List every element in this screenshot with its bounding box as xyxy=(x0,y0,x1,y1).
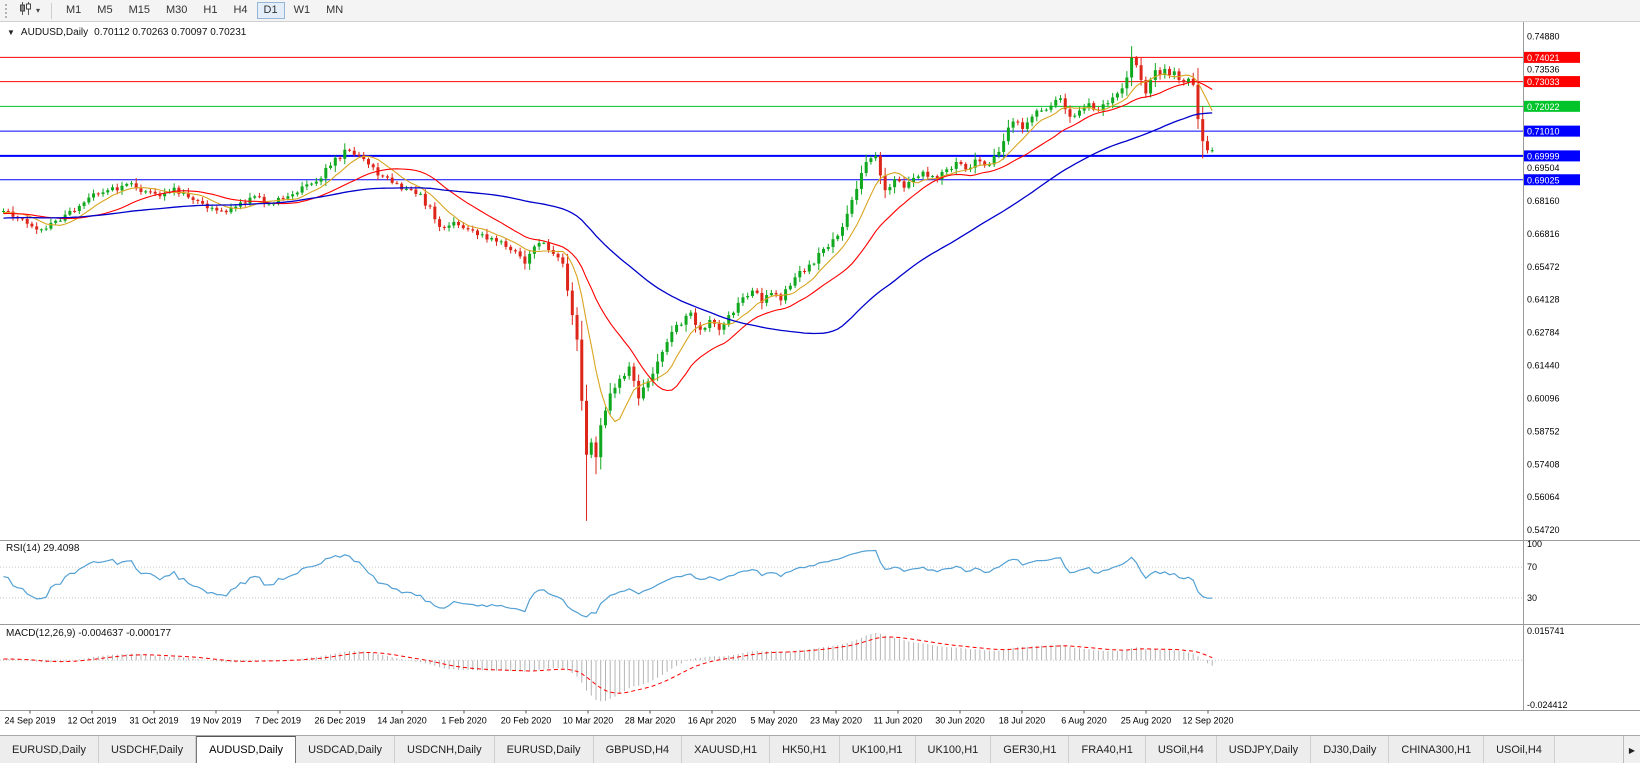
tab-audusd-daily[interactable]: AUDUSD,Daily xyxy=(196,736,297,763)
svg-text:0.73033: 0.73033 xyxy=(1527,77,1560,87)
tab-dj30-daily[interactable]: DJ30,Daily xyxy=(1311,736,1390,763)
tab-china300-h1[interactable]: CHINA300,H1 xyxy=(1389,736,1485,763)
tab-ger30-h1[interactable]: GER30,H1 xyxy=(991,736,1070,763)
svg-text:26 Dec 2019: 26 Dec 2019 xyxy=(314,716,365,726)
chart-canvas[interactable]: 0.74880 0.73536 0.69504 0.68160 0.66816 0.654… xyxy=(0,22,1640,735)
svg-text:7 Dec 2019: 7 Dec 2019 xyxy=(255,716,301,726)
tab-eurusd-daily-2[interactable]: EURUSD,Daily xyxy=(494,736,594,763)
svg-text:30: 30 xyxy=(1527,593,1537,603)
tab-usoil-h4[interactable]: USOil,H4 xyxy=(1145,736,1217,763)
svg-text:0.64128: 0.64128 xyxy=(1527,295,1560,305)
svg-text:0.68160: 0.68160 xyxy=(1527,196,1560,206)
tab-usoil-h4-2[interactable]: USOil,H4 xyxy=(1484,736,1555,763)
svg-text:0.65472: 0.65472 xyxy=(1527,262,1560,272)
svg-text:100: 100 xyxy=(1527,539,1542,549)
svg-text:0.69999: 0.69999 xyxy=(1527,151,1560,161)
svg-text:0.61440: 0.61440 xyxy=(1527,361,1560,371)
tab-hk50-h1[interactable]: HK50,H1 xyxy=(770,736,840,763)
toolbar-grip-handle[interactable] xyxy=(5,3,11,18)
timeframe-h4-button[interactable]: H4 xyxy=(226,2,254,19)
rsi-indicator-label: RSI(14) 29.4098 xyxy=(6,543,80,554)
svg-text:0.73536: 0.73536 xyxy=(1527,64,1560,74)
toolbar-separator xyxy=(51,2,53,19)
tab-usdcad-daily[interactable]: USDCAD,Daily xyxy=(296,736,396,763)
timeframe-h1-button[interactable]: H1 xyxy=(196,2,224,19)
tab-uk100-h1[interactable]: UK100,H1 xyxy=(839,736,916,763)
symbol-period-label: AUDUSD,Daily xyxy=(20,27,89,38)
timeframe-mn-button[interactable]: MN xyxy=(319,2,350,19)
svg-text:-0.024412: -0.024412 xyxy=(1527,700,1568,710)
svg-text:0.56064: 0.56064 xyxy=(1527,492,1560,502)
svg-text:14 Jan 2020: 14 Jan 2020 xyxy=(377,716,427,726)
tab-xauusd-h1[interactable]: XAUUSD,H1 xyxy=(682,736,771,763)
svg-text:20 Feb 2020: 20 Feb 2020 xyxy=(501,716,552,726)
chart-area: 0.74880 0.73536 0.69504 0.68160 0.66816 0.654… xyxy=(0,22,1640,735)
tab-uk100-h1-2[interactable]: UK100,H1 xyxy=(915,736,992,763)
svg-text:19 Nov 2019: 19 Nov 2019 xyxy=(190,716,241,726)
svg-text:0.74021: 0.74021 xyxy=(1527,53,1560,63)
chart-symbol-header: ▼ AUDUSD,Daily 0.70112 0.70263 0.70097 0… xyxy=(7,27,246,38)
timeframe-m1-button[interactable]: M1 xyxy=(59,2,88,19)
svg-text:70: 70 xyxy=(1527,562,1537,572)
svg-text:0.57408: 0.57408 xyxy=(1527,459,1560,469)
timeframe-m30-button[interactable]: M30 xyxy=(159,2,194,19)
tab-usdjpy-daily[interactable]: USDJPY,Daily xyxy=(1216,736,1312,763)
svg-text:18 Jul 2020: 18 Jul 2020 xyxy=(999,716,1046,726)
svg-text:0.72022: 0.72022 xyxy=(1527,102,1560,112)
symbol-dropdown-icon[interactable]: ▼ xyxy=(7,28,15,37)
svg-text:0.58752: 0.58752 xyxy=(1527,426,1560,436)
svg-text:12 Oct 2019: 12 Oct 2019 xyxy=(67,716,116,726)
svg-text:5 May 2020: 5 May 2020 xyxy=(750,716,797,726)
svg-text:28 Mar 2020: 28 Mar 2020 xyxy=(625,716,676,726)
macd-indicator-label: MACD(12,26,9) -0.004637 -0.000177 xyxy=(6,628,172,639)
timeframe-d1-button[interactable]: D1 xyxy=(256,2,285,19)
svg-text:1 Feb 2020: 1 Feb 2020 xyxy=(441,716,487,726)
svg-text:30 Jun 2020: 30 Jun 2020 xyxy=(935,716,985,726)
svg-text:0.69504: 0.69504 xyxy=(1527,163,1560,173)
timeframe-m15-button[interactable]: M15 xyxy=(122,2,157,19)
svg-text:11 Jun 2020: 11 Jun 2020 xyxy=(874,716,923,726)
svg-text:10 Mar 2020: 10 Mar 2020 xyxy=(563,716,614,726)
svg-text:0.60096: 0.60096 xyxy=(1527,393,1560,403)
tab-scroll-right-icon[interactable]: ▶ xyxy=(1623,736,1640,763)
tab-fra40-h1[interactable]: FRA40,H1 xyxy=(1069,736,1146,763)
top-toolbar: ▾ M1 M5 M15 M30 H1 H4 D1 W1 MN xyxy=(0,0,1640,22)
tab-usdchf-daily[interactable]: USDCHF,Daily xyxy=(98,736,197,763)
svg-text:0.62784: 0.62784 xyxy=(1527,328,1560,338)
tab-gbpusd-h4[interactable]: GBPUSD,H4 xyxy=(593,736,683,763)
svg-text:0.69025: 0.69025 xyxy=(1527,175,1560,185)
chart-tab-bar: EURUSD,Daily USDCHF,Daily AUDUSD,Daily U… xyxy=(0,735,1640,763)
tab-eurusd-daily[interactable]: EURUSD,Daily xyxy=(0,736,99,763)
svg-text:12 Sep 2020: 12 Sep 2020 xyxy=(1182,716,1233,726)
svg-text:25 Aug 2020: 25 Aug 2020 xyxy=(1121,716,1172,726)
svg-text:0.015741: 0.015741 xyxy=(1527,626,1565,636)
svg-text:31 Oct 2019: 31 Oct 2019 xyxy=(129,716,178,726)
tab-usdcnh-daily[interactable]: USDCNH,Daily xyxy=(395,736,495,763)
svg-text:24 Sep 2019: 24 Sep 2019 xyxy=(4,716,55,726)
chevron-down-icon: ▾ xyxy=(36,5,41,15)
svg-text:16 Apr 2020: 16 Apr 2020 xyxy=(688,716,737,726)
chart-type-button[interactable]: ▾ xyxy=(16,1,45,21)
ohlc-values: 0.70112 0.70263 0.70097 0.70231 xyxy=(94,27,247,38)
svg-text:0.74880: 0.74880 xyxy=(1527,31,1560,41)
svg-text:0.54720: 0.54720 xyxy=(1527,525,1560,535)
svg-text:0.71010: 0.71010 xyxy=(1527,127,1560,137)
timeframe-m5-button[interactable]: M5 xyxy=(90,2,119,19)
timeframe-w1-button[interactable]: W1 xyxy=(287,2,318,19)
svg-text:0.66816: 0.66816 xyxy=(1527,229,1560,239)
svg-text:6 Aug 2020: 6 Aug 2020 xyxy=(1061,716,1107,726)
svg-text:23 May 2020: 23 May 2020 xyxy=(810,716,862,726)
candlestick-chart-icon xyxy=(19,1,33,20)
